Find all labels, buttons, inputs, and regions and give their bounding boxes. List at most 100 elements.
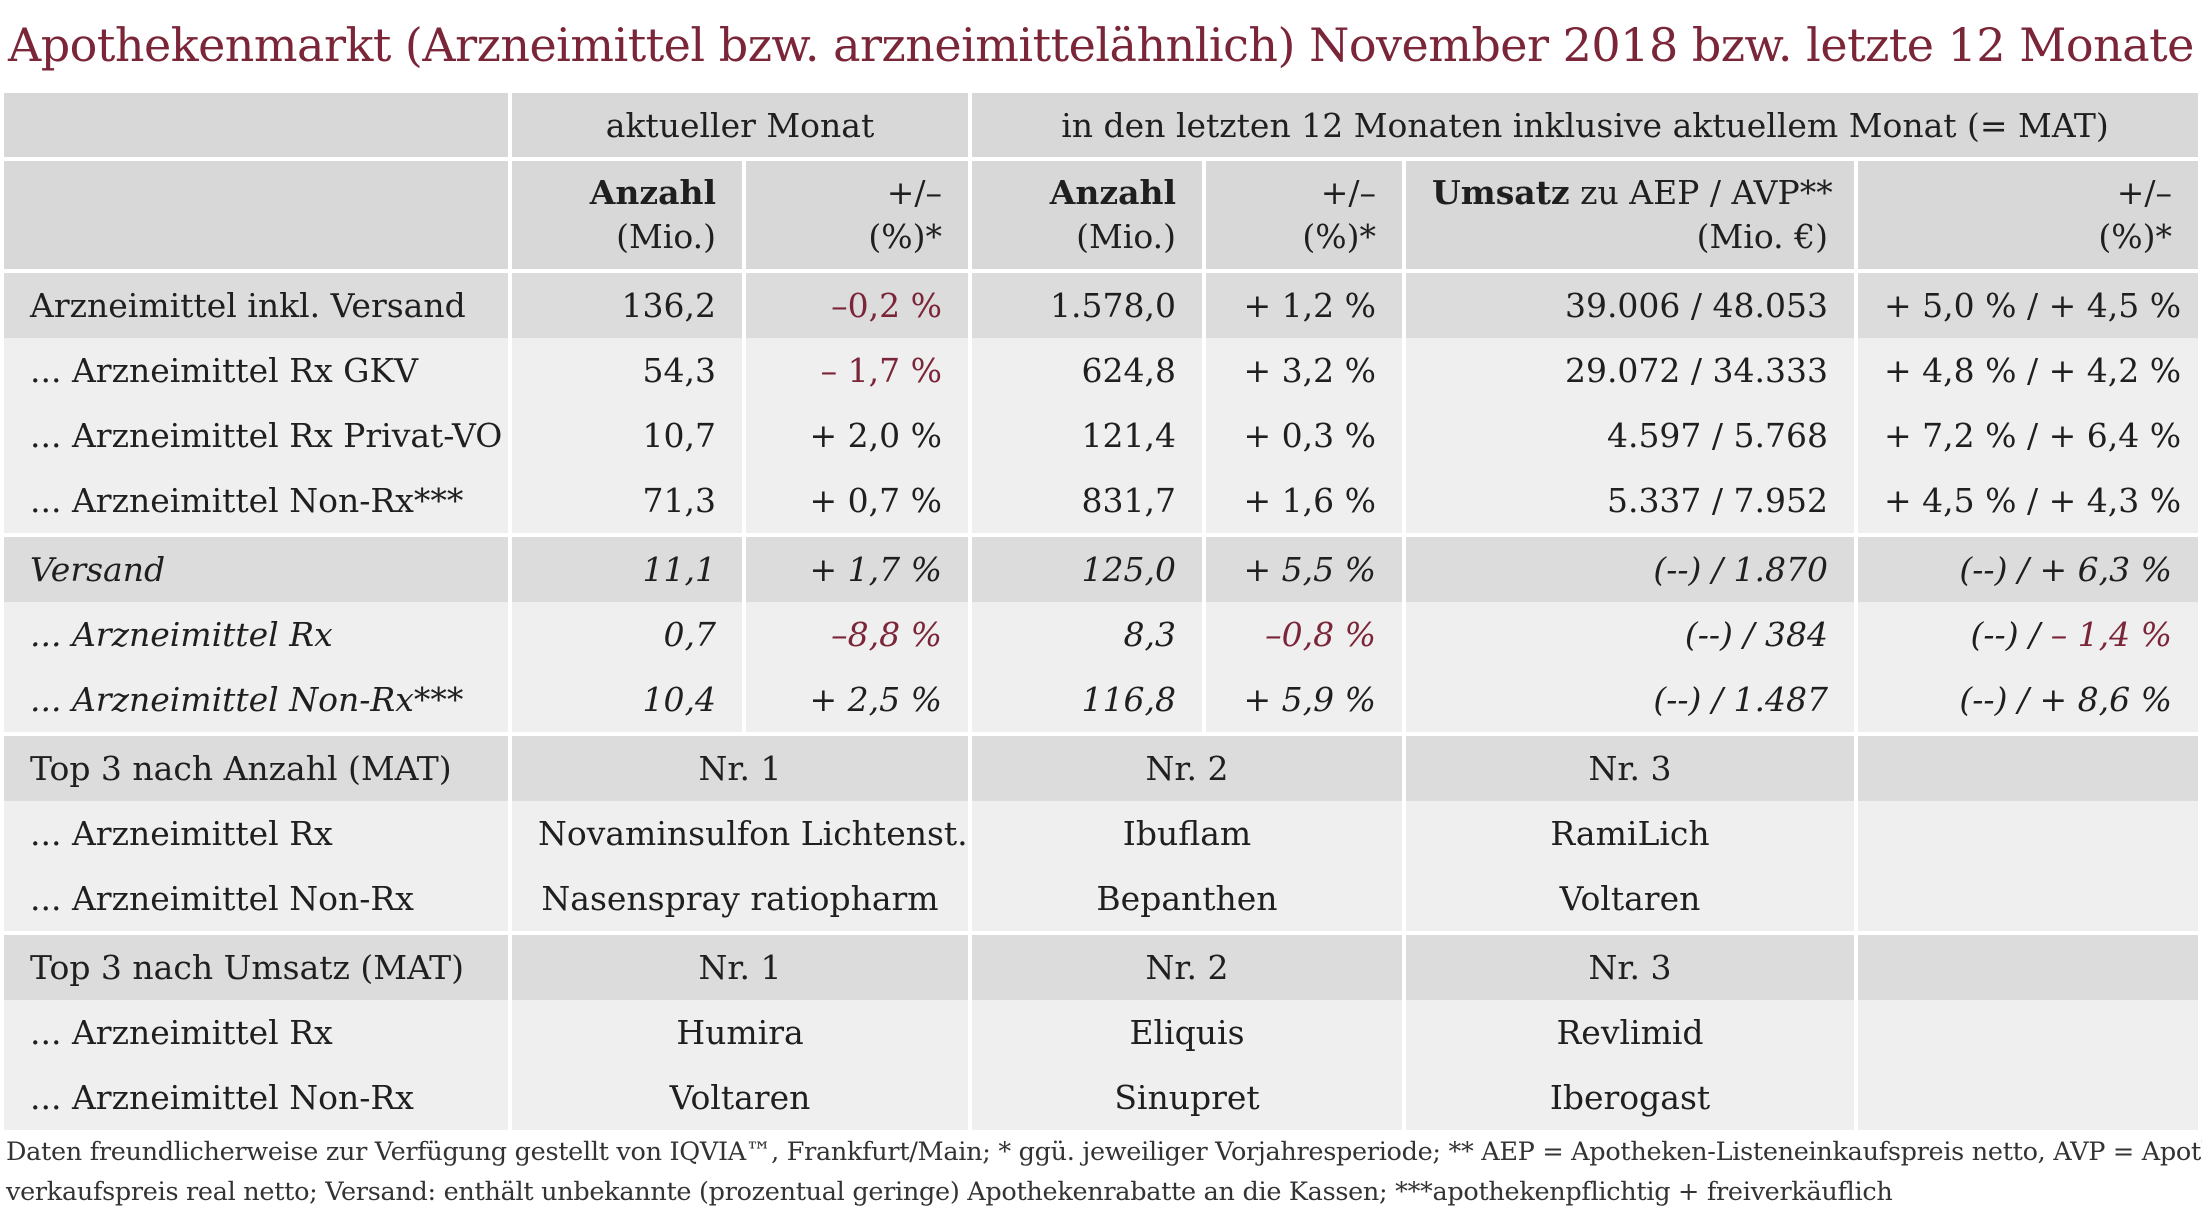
month-change: – 1,7 % [742, 338, 970, 403]
header-corner-2 [4, 157, 510, 271]
empty-cell [1853, 866, 2199, 933]
header-month-change: +/– (%)* [742, 157, 970, 271]
month-change: –8,8 % [742, 602, 970, 667]
revenue-change-avp: + 4,5 % [2048, 286, 2182, 325]
page-title: Apothekenmarkt (Arzneimittel bzw. arznei… [8, 18, 2194, 72]
revenue: 5.337 / 7.952 [1402, 468, 1856, 535]
month-count: 11,1 [508, 533, 744, 602]
month-count: 136,2 [508, 269, 744, 338]
header-current-month: aktueller Monat [508, 93, 970, 159]
top3-rank-1: Humira [508, 1000, 970, 1065]
mat-count: 624,8 [968, 338, 1204, 403]
revenue: (--) / 1.870 [1402, 533, 1856, 602]
month-count: 10,4 [508, 667, 744, 734]
top3-heading-row: Top 3 nach Umsatz (MAT) Nr. 1 Nr. 2 Nr. 3 [4, 931, 2199, 1000]
revenue-change-aep: (--) / [1959, 550, 2040, 589]
table-row: ... Arzneimittel Rx 0,7 –8,8 % 8,3 –0,8 % (--… [4, 602, 2199, 667]
revenue-change-avp: + 8,6 % [2039, 680, 2173, 719]
revenue: 39.006 / 48.053 [1402, 269, 1856, 338]
revenue-change: + 5,0 % / + 4,5 % [1853, 269, 2199, 338]
header-revenue: Umsatz zu AEP / AVP** (Mio. €) [1402, 157, 1856, 271]
month-change: + 2,0 % [742, 403, 970, 468]
top3-rank-1: Novaminsulfon Lichtenst. [508, 801, 970, 866]
rank-1: Nr. 1 [508, 732, 970, 801]
revenue-change-aep: + 5,0 % / [1884, 286, 2049, 325]
top3-rank-3: Voltaren [1402, 866, 1856, 933]
rank-3: Nr. 3 [1402, 931, 1856, 1000]
top3-rank-1: Voltaren [508, 1065, 970, 1130]
revenue-change: + 4,8 % / + 4,2 % [1853, 338, 2199, 403]
revenue-change-avp: + 6,3 % [2039, 550, 2173, 589]
revenue-change-avp: + 4,3 % [2048, 481, 2182, 520]
top3-row: ... Arzneimittel Non-Rx Nasenspray ratiop… [4, 866, 2199, 933]
row-label: Versand [4, 533, 510, 602]
revenue-change-aep: + 4,5 % / [1884, 481, 2049, 520]
table-row: Arzneimittel inkl. Versand 136,2 –0,2 % 1.5… [4, 269, 2199, 338]
table-row: ... Arzneimittel Rx GKV 54,3– 1,7 % 624,8 +… [4, 338, 2199, 403]
revenue-change-aep: (--) / [1959, 680, 2040, 719]
table-row: ... Arzneimittel Rx Privat-VO 10,7 + 2,0 %… [4, 403, 2199, 468]
header-last-12-months: in den letzten 12 Monaten inklusive aktu… [967, 93, 2199, 159]
month-change: –0,2 % [742, 269, 970, 338]
top3-rank-3: Revlimid [1402, 1000, 1856, 1065]
rank-1: Nr. 1 [508, 931, 970, 1000]
row-label: ... Arzneimittel Rx [4, 602, 510, 667]
revenue-change: + 7,2 % / + 6,4 % [1853, 403, 2199, 468]
mat-change: + 0,3 % [1202, 403, 1404, 468]
revenue-change-aep: + 7,2 % / [1884, 416, 2049, 455]
top3-heading-row: Top 3 nach Anzahl (MAT) Nr. 1 Nr. 2 Nr. 3 [4, 732, 2199, 801]
mat-count: 831,7 [968, 468, 1204, 535]
table-row: ... Arzneimittel Non-Rx*** 71,3 + 0,7 % 831… [4, 468, 2199, 535]
row-label: ... Arzneimittel Non-Rx*** [4, 468, 510, 535]
top3-rank-2: Sinupret [968, 1065, 1404, 1130]
mat-change: + 3,2 % [1202, 338, 1404, 403]
header-month-count: Anzahl (Mio.) [508, 157, 744, 271]
mat-change: –0,8 % [1202, 602, 1404, 667]
top3-rank-1: Nasenspray ratiopharm [508, 866, 970, 933]
mat-count: 121,4 [968, 403, 1204, 468]
revenue-change: (--) / + 6,3 % [1853, 533, 2199, 602]
revenue-change-aep: (--) / [1970, 615, 2051, 654]
row-label: ... Arzneimittel Rx GKV [4, 338, 510, 403]
revenue-change: + 4,5 % / + 4,3 % [1853, 468, 2199, 535]
top3-label: ... Arzneimittel Rx [4, 1000, 510, 1065]
table-row: Versand 11,1 + 1,7 % 125,0 + 5,5 % (--) / 1.8… [4, 533, 2199, 602]
top3-row: ... Arzneimittel Non-Rx Voltaren Sinupret I… [4, 1065, 2199, 1130]
row-label: ... Arzneimittel Rx Privat-VO [4, 403, 510, 468]
mat-count: 8,3 [968, 602, 1204, 667]
header-column-row: Anzahl (Mio.) +/– (%)* Anzahl (Mio.) +/– (%)… [4, 157, 2199, 271]
revenue-change: (--) / – 1,4 % [1853, 602, 2199, 667]
top3-heading: Top 3 nach Anzahl (MAT) [4, 732, 510, 801]
month-count: 0,7 [508, 602, 744, 667]
top3-rank-3: RamiLich [1402, 801, 1856, 866]
mat-change: + 1,6 % [1202, 468, 1404, 535]
table-row: ... Arzneimittel Non-Rx*** 10,4 + 2,5 % 116… [4, 667, 2199, 734]
mat-change: + 5,5 % [1202, 533, 1404, 602]
revenue-change: (--) / + 8,6 % [1853, 667, 2199, 734]
top3-rank-3: Iberogast [1402, 1065, 1856, 1130]
header-group-row: aktueller Monat in den letzten 12 Monate… [4, 93, 2199, 159]
top3-heading: Top 3 nach Umsatz (MAT) [4, 931, 510, 1000]
top3-row: ... Arzneimittel Rx Humira Eliquis Revlimid [4, 1000, 2199, 1065]
top3-rank-2: Ibuflam [968, 801, 1404, 866]
month-change: + 0,7 % [742, 468, 970, 535]
revenue-change-avp: + 4,2 % [2048, 351, 2182, 390]
footnote-line-1: Daten freundlicherweise zur Verfügung ge… [6, 1137, 2202, 1167]
mat-change: + 5,9 % [1202, 667, 1404, 734]
header-mat-change: +/– (%)* [1202, 157, 1404, 271]
revenue: (--) / 1.487 [1402, 667, 1856, 734]
footnote-line-2: verkaufspreis real netto; Versand: enthä… [6, 1177, 1893, 1207]
revenue-change-aep: + 4,8 % / [1884, 351, 2049, 390]
top3-label: ... Arzneimittel Rx [4, 801, 510, 866]
empty-cell [1853, 1000, 2199, 1065]
rank-2: Nr. 2 [968, 732, 1404, 801]
revenue: (--) / 384 [1402, 602, 1856, 667]
row-label: Arzneimittel inkl. Versand [4, 269, 510, 338]
month-count: 54,3 [508, 338, 744, 403]
empty-cell [1853, 1065, 2199, 1130]
market-table: aktueller Monat in den letzten 12 Monate… [4, 93, 2199, 1130]
empty-cell [1853, 931, 2199, 1000]
header-corner [4, 93, 510, 159]
empty-cell [1853, 801, 2199, 866]
footnote: Daten freundlicherweise zur Verfügung ge… [6, 1132, 2202, 1212]
